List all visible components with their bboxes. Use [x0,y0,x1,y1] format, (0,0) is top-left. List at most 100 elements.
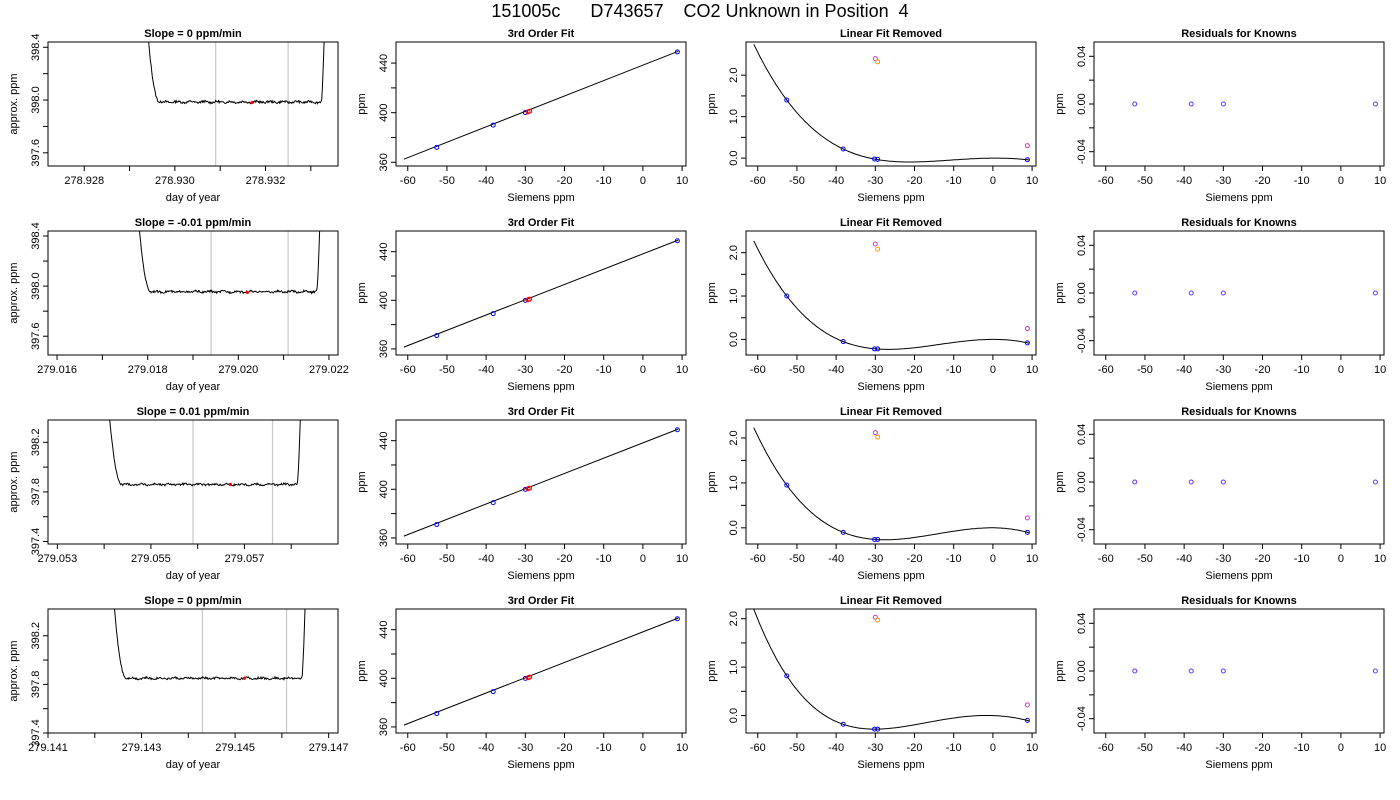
y-axis-label: approx. ppm [8,73,20,134]
x-tick-label: 10 [676,553,688,565]
y-tick-label: 440 [378,620,390,638]
x-axis-label: day of year [166,759,221,771]
x-axis-label: Siemens ppm [1205,759,1272,771]
y-axis-label: ppm [1054,660,1066,681]
y-tick-label: -0.04 [1076,139,1088,164]
data-point [522,110,528,116]
x-tick-label: -30 [1215,553,1231,565]
x-tick-label: -50 [1137,553,1153,565]
y-tick-label: 397.4 [30,528,42,556]
y-tick-label: 0.0 [728,708,740,723]
data-point [1024,515,1030,521]
time-series-trace [148,42,325,105]
plot-frame [47,230,339,356]
x-tick-label: 279.016 [37,364,77,376]
panel-title: Linear Fit Removed [840,406,942,418]
x-tick-label: -20 [1255,742,1271,754]
plot-area [753,44,1030,163]
x-tick-label: -60 [400,364,416,376]
average-point [245,290,249,294]
data-point [1132,668,1138,674]
y-tick-label: 400 [378,291,390,309]
x-tick-label: 0 [640,553,646,565]
panel-title: 3rd Order Fit [508,28,575,40]
x-tick-label: -60 [1098,742,1114,754]
plot-frame [47,41,339,167]
y-axis-label: ppm [706,660,718,681]
panel-3-2: 3rd Order Fit -60 -50 -40 -30 -20 -10 0 10 360 400… [356,406,688,582]
y-axis-label: ppm [706,282,718,303]
data-point [522,297,528,303]
data-point [1220,101,1226,107]
fit-line [403,428,679,537]
x-tick-label: -20 [1255,364,1271,376]
plot-area [403,427,680,537]
residual-curve [753,427,1030,541]
x-tick-label: 279.057 [225,553,265,565]
x-axis-label: Siemens ppm [507,570,574,582]
y-tick-label: -0.04 [1076,517,1088,542]
x-tick-label: -40 [478,175,494,187]
data-point [1188,479,1194,485]
data-point [1188,668,1194,674]
y-tick-label: 398.2 [30,429,42,457]
x-tick-label: -10 [1294,364,1310,376]
data-point [875,617,881,623]
x-tick-label: -10 [1294,175,1310,187]
x-tick-label: -50 [1137,742,1153,754]
average-point [242,676,247,680]
panel-1-3: Linear Fit Removed -60 -50 -40 -30 -20 -10 0 10 0… [706,28,1038,204]
plot-frame [1093,230,1385,356]
data-point [1188,101,1194,107]
x-tick-label: 279.022 [309,364,349,376]
x-tick-label: -30 [517,364,533,376]
fit-line [403,50,679,160]
plot-area [139,231,321,295]
y-tick-label: 2.0 [728,611,740,626]
time-series-trace [109,420,301,487]
data-point [434,522,440,528]
y-axis-label: ppm [1054,93,1066,114]
data-point [784,293,790,299]
time-series-trace [139,231,321,295]
x-tick-label: 0 [1338,364,1344,376]
y-tick-label: 440 [378,431,390,449]
panel-title: Residuals for Knowns [1181,28,1297,40]
x-tick-label: -20 [557,742,573,754]
y-tick-label: 0.0 [728,150,740,165]
y-tick-label: 0.00 [1076,471,1088,492]
y-tick-label: 0.04 [1076,46,1088,67]
y-tick-label: 360 [378,529,390,547]
data-point [784,97,790,103]
x-tick-label: -40 [478,742,494,754]
y-axis-label: ppm [706,471,718,492]
x-tick-label: -30 [1215,364,1231,376]
data-point [875,537,881,543]
x-tick-label: -30 [867,742,883,754]
average-point [250,101,254,105]
panel-4-4: Residuals for Knowns -60 -50 -40 -30 -20 -10 0 1… [1054,595,1386,771]
data-point [1024,157,1030,163]
data-point [674,238,680,244]
residual-curve [753,44,1029,163]
panel-title: Linear Fit Removed [840,595,942,607]
data-point [875,156,881,162]
data-point [1132,479,1138,485]
x-tick-label: -50 [789,175,805,187]
y-tick-label: 1.0 [728,288,740,303]
data-point [434,711,440,717]
x-tick-label: 0 [1338,175,1344,187]
x-tick-label: -30 [517,175,533,187]
data-point [527,296,533,302]
plot-area [753,240,1030,352]
data-point [434,333,440,339]
data-point [522,486,528,492]
data-point [872,346,878,352]
panel-2-4: Residuals for Knowns -60 -50 -40 -30 -20 -10 0 1… [1054,217,1386,393]
x-tick-label: 279.053 [37,553,77,565]
y-tick-label: 440 [378,242,390,260]
x-tick-label: -40 [1176,175,1192,187]
data-point [840,339,846,345]
plot-frame [1093,419,1385,545]
x-tick-label: 278.932 [246,175,286,187]
